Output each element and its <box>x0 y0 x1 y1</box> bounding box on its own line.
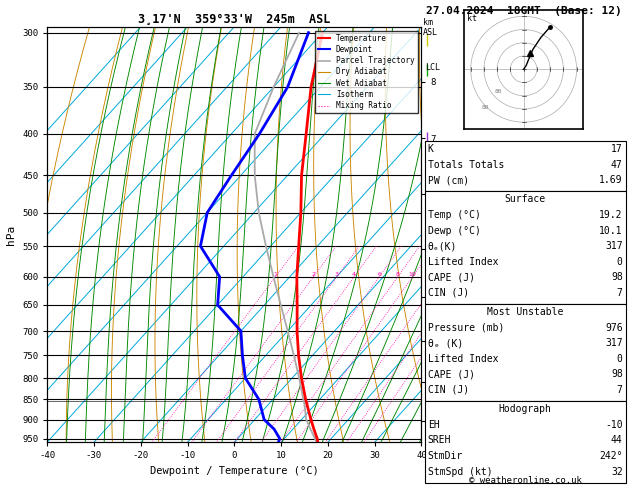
Text: 17: 17 <box>611 144 623 155</box>
X-axis label: Dewpoint / Temperature (°C): Dewpoint / Temperature (°C) <box>150 466 319 476</box>
Y-axis label: Mixing Ratio (g/kg): Mixing Ratio (g/kg) <box>442 183 450 286</box>
Text: km
ASL: km ASL <box>423 18 438 37</box>
Text: 1.69: 1.69 <box>599 175 623 186</box>
Text: 4: 4 <box>352 272 356 277</box>
Text: 80: 80 <box>481 105 489 110</box>
Text: SREH: SREH <box>428 435 451 446</box>
Text: CAPE (J): CAPE (J) <box>428 369 475 380</box>
Text: StmSpd (kt): StmSpd (kt) <box>428 467 493 477</box>
Text: 98: 98 <box>611 369 623 380</box>
Text: 976: 976 <box>605 323 623 333</box>
Text: θₑ(K): θₑ(K) <box>428 241 457 251</box>
Text: 317: 317 <box>605 241 623 251</box>
Legend: Temperature, Dewpoint, Parcel Trajectory, Dry Adiabat, Wet Adiabat, Isotherm, Mi: Temperature, Dewpoint, Parcel Trajectory… <box>315 31 418 113</box>
Text: Pressure (mb): Pressure (mb) <box>428 323 504 333</box>
Y-axis label: hPa: hPa <box>6 225 16 244</box>
Text: 242°: 242° <box>599 451 623 461</box>
Text: 44: 44 <box>611 435 623 446</box>
Text: kt: kt <box>467 14 477 23</box>
Text: 2: 2 <box>311 272 315 277</box>
Text: 0: 0 <box>617 257 623 267</box>
Text: CIN (J): CIN (J) <box>428 288 469 298</box>
Text: Dewp (°C): Dewp (°C) <box>428 226 481 236</box>
Text: CIN (J): CIN (J) <box>428 385 469 395</box>
Text: Lifted Index: Lifted Index <box>428 257 498 267</box>
Text: LCL: LCL <box>425 63 440 72</box>
Text: Surface: Surface <box>504 194 546 205</box>
Text: 10: 10 <box>409 272 416 277</box>
Text: -10: -10 <box>605 420 623 430</box>
Text: 3: 3 <box>335 272 339 277</box>
Text: Most Unstable: Most Unstable <box>487 307 564 317</box>
Text: EH: EH <box>428 420 440 430</box>
Text: θₑ (K): θₑ (K) <box>428 338 463 348</box>
Text: 47: 47 <box>611 160 623 170</box>
Text: CAPE (J): CAPE (J) <box>428 272 475 282</box>
Title: 3¸17'N  359°33'W  245m  ASL: 3¸17'N 359°33'W 245m ASL <box>138 13 330 26</box>
Text: K: K <box>428 144 433 155</box>
Text: 32: 32 <box>611 467 623 477</box>
Text: Totals Totals: Totals Totals <box>428 160 504 170</box>
Text: Lifted Index: Lifted Index <box>428 354 498 364</box>
Text: 98: 98 <box>611 272 623 282</box>
Text: 6: 6 <box>377 272 381 277</box>
Text: 7: 7 <box>617 288 623 298</box>
Text: 80: 80 <box>494 89 502 94</box>
Text: Hodograph: Hodograph <box>499 404 552 415</box>
Text: Temp (°C): Temp (°C) <box>428 210 481 220</box>
Text: © weatheronline.co.uk: © weatheronline.co.uk <box>469 476 582 486</box>
Text: 8: 8 <box>396 272 399 277</box>
Text: 317: 317 <box>605 338 623 348</box>
Text: 10.1: 10.1 <box>599 226 623 236</box>
Text: 19.2: 19.2 <box>599 210 623 220</box>
Text: 0: 0 <box>617 354 623 364</box>
Text: 1: 1 <box>274 272 277 277</box>
Text: StmDir: StmDir <box>428 451 463 461</box>
Text: PW (cm): PW (cm) <box>428 175 469 186</box>
Text: 7: 7 <box>617 385 623 395</box>
Text: 27.04.2024  18GMT  (Base: 12): 27.04.2024 18GMT (Base: 12) <box>426 6 622 16</box>
